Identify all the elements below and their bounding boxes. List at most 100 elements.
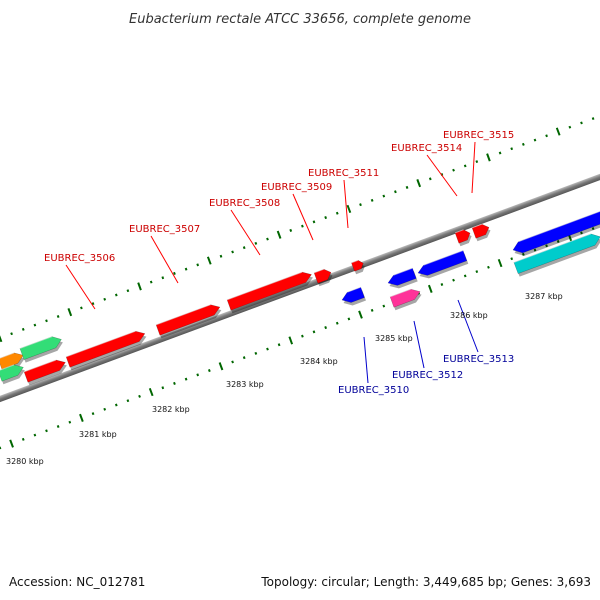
gene-arrow-3512-blue[interactable]	[387, 267, 418, 289]
upper-tick-row	[0, 117, 595, 343]
gene-arrow-3506[interactable]	[65, 330, 147, 371]
major-tick	[276, 230, 282, 239]
leader-3513	[457, 299, 479, 353]
gene-arrow-3513-blue[interactable]	[417, 250, 469, 279]
kbp-label-3285: 3285 kbp	[375, 334, 413, 343]
major-tick	[9, 439, 14, 448]
minor-tick	[335, 321, 339, 325]
gene-label-eubrec-3511[interactable]: EUBREC_3511	[308, 168, 379, 179]
gene-label-eubrec-3510[interactable]: EUBREC_3510	[338, 385, 409, 396]
gene-highlight	[23, 359, 57, 373]
gene-arrow-3508[interactable]	[226, 271, 313, 314]
minor-tick	[184, 377, 188, 381]
gene-label-eubrec-3508[interactable]: EUBREC_3508	[209, 198, 280, 209]
minor-tick	[219, 254, 223, 258]
minor-tick	[370, 198, 374, 202]
genome-backbone	[0, 167, 600, 409]
major-tick	[416, 179, 422, 188]
minor-tick	[580, 231, 583, 235]
gene-label-eubrec-3513[interactable]: EUBREC_3513	[443, 354, 514, 365]
reverse-gene-labels: EUBREC_3510 EUBREC_3512 EUBREC_3513	[338, 354, 514, 396]
gene-highlight	[0, 352, 15, 359]
major-tick	[0, 335, 3, 343]
minor-tick	[428, 177, 432, 181]
minor-tick	[231, 360, 234, 364]
scale-ticks	[0, 117, 595, 450]
minor-tick	[254, 241, 258, 245]
leader-3506	[65, 264, 96, 310]
gene-label-eubrec-3506[interactable]: EUBREC_3506	[44, 253, 115, 264]
minor-tick	[580, 121, 583, 125]
minor-tick	[103, 297, 107, 301]
minor-tick	[545, 244, 548, 248]
minor-tick	[347, 317, 351, 321]
minor-tick	[114, 293, 118, 297]
leader-3510	[363, 336, 369, 384]
minor-tick	[80, 306, 83, 310]
accession-text: Accession: NC_012781	[9, 575, 145, 589]
minor-tick	[335, 211, 339, 215]
leader-3507	[150, 235, 179, 284]
label-leader-lines	[65, 141, 479, 384]
minor-tick	[33, 323, 37, 327]
minor-tick	[475, 270, 479, 274]
gene-arrow-cyan[interactable]	[513, 233, 600, 277]
leader-3515	[471, 141, 476, 194]
minor-tick	[126, 289, 130, 293]
minor-tick	[21, 327, 25, 331]
forward-gene-labels: EUBREC_3506 EUBREC_3507 EUBREC_3508 EUBR…	[44, 130, 514, 264]
gene-highlight	[351, 259, 359, 264]
gene-arrow-3509[interactable]	[313, 268, 333, 287]
minor-tick	[289, 228, 293, 232]
gene-arrow-green[interactable]	[19, 336, 63, 363]
gene-arrow-3514[interactable]	[454, 229, 472, 247]
minor-tick	[91, 412, 95, 416]
minor-tick	[591, 117, 595, 121]
minor-tick	[207, 369, 211, 373]
major-tick	[427, 284, 433, 293]
gene-label-eubrec-3507[interactable]: EUBREC_3507	[129, 224, 200, 235]
gene-arrow-3505[interactable]	[23, 359, 67, 386]
gene-highlight	[423, 250, 464, 266]
minor-tick	[103, 407, 107, 411]
minor-tick	[510, 257, 514, 261]
minor-tick	[161, 276, 165, 280]
minor-tick	[452, 168, 455, 172]
major-tick	[137, 282, 142, 291]
minor-tick	[266, 347, 269, 351]
gene-label-eubrec-3515[interactable]: EUBREC_3515	[443, 130, 514, 141]
minor-tick	[498, 151, 502, 155]
gene-arrow-3511[interactable]	[351, 259, 365, 275]
gene-highlight	[393, 267, 413, 276]
gene-label-eubrec-3512[interactable]: EUBREC_3512	[392, 370, 463, 381]
leader-3508	[230, 209, 261, 256]
minor-tick	[196, 263, 200, 267]
gene-highlight	[65, 330, 136, 358]
minor-tick	[533, 248, 537, 252]
minor-tick	[568, 125, 572, 129]
gene-arrow-green-lower[interactable]	[0, 364, 25, 385]
minor-tick	[45, 319, 48, 323]
minor-tick	[277, 343, 281, 347]
major-tick	[218, 362, 224, 371]
gene-arrow-3512[interactable]	[389, 288, 422, 311]
gene-highlight	[389, 288, 411, 298]
gene-label-eubrec-3509[interactable]: EUBREC_3509	[261, 182, 332, 193]
minor-tick	[56, 315, 60, 318]
gene-highlight	[226, 271, 303, 301]
minor-tick	[452, 278, 455, 282]
kbp-label-3283: 3283 kbp	[226, 380, 264, 389]
major-tick	[497, 258, 503, 268]
minor-tick	[126, 399, 130, 403]
minor-tick	[394, 190, 397, 194]
gene-arrow-3510[interactable]	[341, 286, 366, 306]
minor-tick	[56, 425, 60, 428]
major-tick	[148, 387, 154, 397]
gene-arrow-3507[interactable]	[155, 304, 222, 339]
gene-arrow-3515[interactable]	[471, 223, 491, 242]
gene-arrow-3516[interactable]	[512, 210, 600, 256]
gene-label-eubrec-3514[interactable]: EUBREC_3514	[391, 143, 462, 154]
gene-highlight	[155, 304, 211, 326]
gene-highlight	[347, 286, 361, 293]
minor-tick	[184, 267, 188, 271]
